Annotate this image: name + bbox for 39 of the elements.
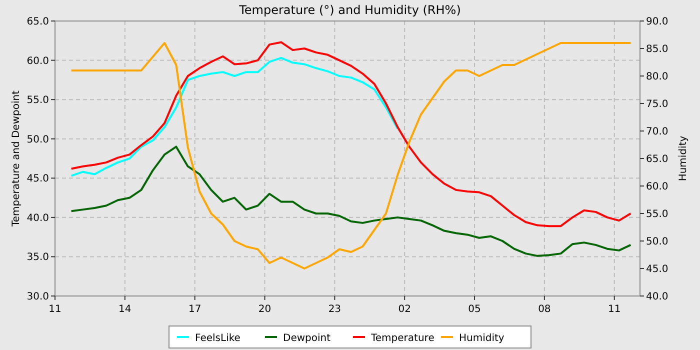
x-tick-label: 11 bbox=[608, 304, 621, 315]
chart-title: Temperature (°) and Humidity (RH%) bbox=[238, 3, 461, 17]
y2-tick-label: 45.0 bbox=[646, 264, 668, 275]
y-tick-label: 30.0 bbox=[26, 292, 49, 302]
x-tick-label: 17 bbox=[188, 304, 202, 315]
legend-label: Humidity bbox=[459, 333, 504, 344]
y-tick-label: 45.0 bbox=[26, 174, 49, 185]
x-tick-label: 14 bbox=[118, 304, 132, 315]
x-tick-label: 11 bbox=[48, 304, 62, 315]
line-series bbox=[70, 41, 632, 228]
legend-label: Dewpoint bbox=[283, 333, 331, 344]
y2-tick-label: 80.0 bbox=[646, 72, 668, 82]
y-tick-label: 60.0 bbox=[26, 56, 49, 67]
y2-tick-label: 65.0 bbox=[646, 154, 668, 165]
x-tick-label: 20 bbox=[258, 304, 272, 315]
line-series bbox=[70, 42, 632, 270]
line-series bbox=[70, 56, 399, 177]
y-tick-label: 55.0 bbox=[26, 95, 49, 106]
y2-axis-title: Humidity bbox=[678, 136, 689, 182]
legend-label: FeelsLike bbox=[195, 333, 240, 344]
x-tick-label: 02 bbox=[398, 304, 411, 315]
y-tick-label: 65.0 bbox=[26, 16, 49, 28]
y2-tick-label: 50.0 bbox=[646, 236, 668, 248]
y2-tick-label: 75.0 bbox=[646, 99, 668, 110]
y2-tick-label: 55.0 bbox=[646, 209, 668, 220]
x-tick-label: 05 bbox=[468, 304, 481, 315]
y-tick-label: 35.0 bbox=[26, 252, 49, 264]
x-tick-label: 08 bbox=[538, 304, 551, 315]
x-tick-label: 23 bbox=[328, 304, 342, 315]
y2-tick-label: 70.0 bbox=[646, 126, 668, 138]
legend-label: Temperature bbox=[370, 333, 434, 344]
y2-tick-label: 85.0 bbox=[646, 44, 668, 55]
y2-tick-label: 90.0 bbox=[646, 16, 668, 28]
y2-tick-label: 60.0 bbox=[646, 182, 668, 192]
y2-tick-label: 40.0 bbox=[646, 292, 668, 302]
line-series bbox=[70, 146, 632, 257]
y-axis-title: Temperature and Dewpoint bbox=[11, 90, 22, 228]
y-tick-label: 50.0 bbox=[26, 134, 49, 146]
y-tick-label: 40.0 bbox=[26, 212, 49, 224]
